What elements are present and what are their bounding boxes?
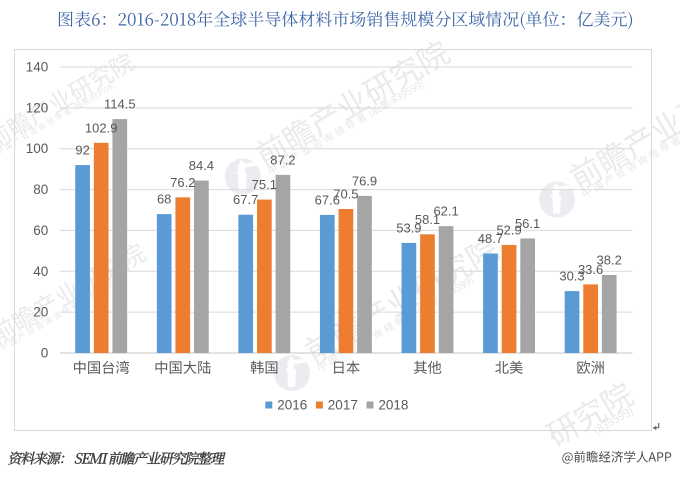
svg-text:120: 120 <box>26 100 49 115</box>
svg-text:102.9: 102.9 <box>85 120 118 135</box>
svg-text:53.9: 53.9 <box>396 220 421 235</box>
svg-text:58.1: 58.1 <box>415 212 440 227</box>
svg-text:40: 40 <box>33 264 48 279</box>
svg-text:20: 20 <box>33 305 48 320</box>
svg-text:48.7: 48.7 <box>478 231 503 246</box>
svg-text:80: 80 <box>33 182 48 197</box>
svg-text:67.7: 67.7 <box>233 192 258 207</box>
svg-text:70.5: 70.5 <box>333 187 358 202</box>
svg-text:76.9: 76.9 <box>352 173 377 188</box>
svg-text:2016: 2016 <box>277 398 307 413</box>
svg-text:84.4: 84.4 <box>189 158 214 173</box>
svg-text:62.1: 62.1 <box>433 204 458 219</box>
svg-text:56.1: 56.1 <box>515 216 540 231</box>
svg-text:2017: 2017 <box>328 398 358 413</box>
svg-text:114.5: 114.5 <box>104 97 136 112</box>
svg-text:2018: 2018 <box>378 398 408 413</box>
svg-text:30.3: 30.3 <box>559 269 584 284</box>
svg-text:68: 68 <box>157 192 171 207</box>
svg-text:87.2: 87.2 <box>270 152 295 167</box>
svg-text:60: 60 <box>33 223 48 238</box>
svg-text:52.9: 52.9 <box>496 222 521 237</box>
svg-text:33.6: 33.6 <box>578 262 603 277</box>
svg-text:76.2: 76.2 <box>170 175 195 190</box>
svg-text:140: 140 <box>26 60 49 75</box>
svg-text:75.1: 75.1 <box>252 177 277 192</box>
svg-text:92: 92 <box>75 143 89 158</box>
svg-text:67.6: 67.6 <box>315 192 340 207</box>
svg-text:0: 0 <box>41 346 49 361</box>
svg-text:38.2: 38.2 <box>597 253 622 268</box>
svg-text:100: 100 <box>26 141 49 156</box>
